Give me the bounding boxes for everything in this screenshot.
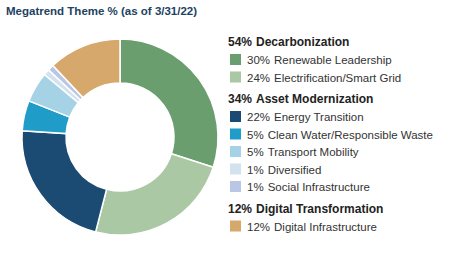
group-value: 12% xyxy=(228,202,252,216)
legend-value: 5% xyxy=(247,129,264,141)
legend-value: 24% xyxy=(247,72,270,84)
group-name: Decarbonization xyxy=(256,35,349,49)
legend-swatch xyxy=(230,164,241,175)
legend-label: Clean Water/Responsible Waste xyxy=(268,129,433,141)
group-value: 54% xyxy=(228,35,252,49)
legend-swatch xyxy=(230,221,241,232)
legend-label: Transport Mobility xyxy=(268,146,359,158)
legend-label: Social Infrastructure xyxy=(268,181,370,193)
donut xyxy=(22,39,218,235)
legend-item: 12% Digital Infrastructure xyxy=(247,221,377,233)
group-heading: 34% Asset Modernization xyxy=(228,92,373,106)
legend-label: Diversified xyxy=(268,164,322,176)
title: Megatrend Theme % (as of 3/31/22) xyxy=(6,5,197,17)
legend-value: 30% xyxy=(247,54,270,66)
legend-label: Renewable Leadership xyxy=(274,54,392,66)
group-heading: 54% Decarbonization xyxy=(228,35,349,49)
slice xyxy=(120,39,218,167)
legend-label: Electrification/Smart Grid xyxy=(274,72,401,84)
legend-value: 1% xyxy=(247,181,264,193)
legend-item: 30% Renewable Leadership xyxy=(247,54,392,66)
legend-value: 1% xyxy=(247,164,264,176)
legend-label: Energy Transition xyxy=(274,111,364,123)
legend-swatch xyxy=(230,54,241,65)
legend-item: 5% Clean Water/Responsible Waste xyxy=(247,129,433,141)
legend-swatch xyxy=(230,181,241,192)
legend-value: 12% xyxy=(247,221,270,233)
group-heading: 12% Digital Transformation xyxy=(228,202,383,216)
legend-value: 5% xyxy=(247,146,264,158)
legend-item: 1% Diversified xyxy=(247,164,321,176)
group-name: Digital Transformation xyxy=(256,202,383,216)
legend-swatch xyxy=(230,72,241,83)
legend-swatch xyxy=(230,146,241,157)
chart: Megatrend Theme % (as of 3/31/22) 54% Deca… xyxy=(0,0,453,261)
legend: 54% Decarbonization 30% Renewable Leadershi… xyxy=(228,35,433,233)
legend-swatch xyxy=(230,129,241,140)
slice xyxy=(53,39,120,98)
slice xyxy=(96,154,214,235)
legend-value: 22% xyxy=(247,111,270,123)
legend-label: Digital Infrastructure xyxy=(274,221,377,233)
group-name: Asset Modernization xyxy=(256,92,373,106)
group-value: 34% xyxy=(228,92,252,106)
legend-item: 5% Transport Mobility xyxy=(247,146,359,158)
slice xyxy=(22,131,107,232)
legend-item: 24% Electrification/Smart Grid xyxy=(247,72,401,84)
legend-item: 1% Social Infrastructure xyxy=(247,181,370,193)
legend-item: 22% Energy Transition xyxy=(247,111,364,123)
legend-swatch xyxy=(230,111,241,122)
